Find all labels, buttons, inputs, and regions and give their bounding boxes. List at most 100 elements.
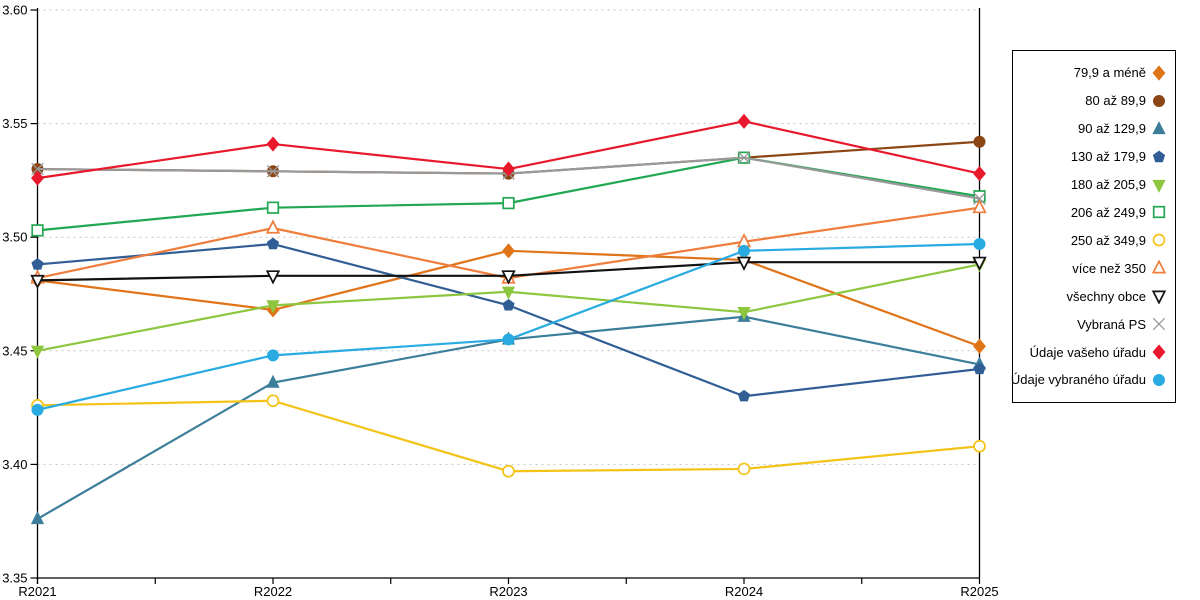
data-point-marker: [1153, 94, 1165, 107]
legend-item: 90 až 129,9: [1021, 120, 1167, 137]
data-point-marker: [31, 258, 44, 270]
legend-item: 79,9 a méně: [1021, 65, 1167, 81]
data-point-marker: [1152, 344, 1166, 360]
data-point-marker: [266, 300, 280, 314]
legend-marker-square-icon: [1152, 206, 1166, 219]
legend-marker-pentagon-icon: [1152, 150, 1166, 162]
data-point-marker: [737, 389, 751, 402]
legend-marker-circle-icon: [1153, 373, 1165, 386]
legend-marker-triangle-down-icon: [1152, 179, 1166, 193]
legend-item-label: Údaje vašeho úřadu: [1029, 344, 1146, 360]
data-point-marker: [737, 307, 751, 321]
x-tick-label: R2021: [18, 584, 56, 599]
x-tick-label: R2025: [960, 584, 998, 599]
legend-item-label: více než 350: [1072, 260, 1146, 276]
data-point-marker: [502, 196, 515, 210]
x-tick-label: R2024: [725, 584, 763, 599]
data-point-marker: [737, 151, 751, 164]
y-tick-label: 3.45: [2, 343, 27, 358]
legend-marker-diamond-icon: [1152, 344, 1166, 360]
legend-item: 250 až 349,9: [1021, 232, 1167, 248]
data-point-marker: [1152, 150, 1166, 162]
data-point-marker: [737, 462, 751, 476]
data-point-marker: [31, 170, 44, 186]
data-point-marker: [30, 274, 45, 290]
data-point-marker: [266, 201, 280, 214]
data-point-marker: [1153, 373, 1165, 386]
legend-item: Vybraná PS: [1021, 316, 1167, 332]
chart-legend: 79,9 a méně 80 až 89,9 90 až 129,9 130 až 1…: [1011, 50, 1176, 403]
legend-item: 206 až 249,9: [1021, 204, 1167, 220]
legend-marker-triangle-up-icon: [1151, 260, 1167, 274]
legend-item: 130 až 179,9: [1021, 149, 1167, 165]
data-point-marker: [265, 270, 281, 285]
data-point-marker: [266, 374, 280, 388]
data-point-marker: [736, 256, 752, 271]
data-point-marker: [30, 345, 45, 359]
legend-item-label: 79,9 a méně: [1073, 65, 1146, 81]
legend-item-label: 206 až 249,9: [1070, 204, 1146, 220]
legend-marker-circle-icon: [1152, 234, 1166, 247]
y-tick-label: 3.60: [2, 3, 27, 18]
legend-marker-circle-icon: [1153, 94, 1165, 107]
legend-item-label: Vybraná PS: [1077, 316, 1146, 332]
data-point-marker: [1152, 234, 1166, 247]
legend-item-label: 80 až 89,9: [1085, 93, 1146, 109]
x-tick-label: R2022: [254, 584, 292, 599]
data-point-marker: [502, 161, 515, 177]
data-point-marker: [266, 165, 280, 178]
y-tick-label: 3.50: [2, 230, 27, 245]
legend-item: všechny obce: [1021, 288, 1167, 305]
y-tick-label: 3.55: [2, 116, 27, 131]
data-point-marker: [1152, 179, 1166, 193]
legend-item: Údaje vašeho úřadu: [1021, 344, 1167, 360]
legend-item-label: všechny obce: [1066, 288, 1147, 304]
data-point-marker: [502, 243, 515, 259]
legend-marker-diamond-icon: [1152, 65, 1166, 81]
data-point-marker: [267, 349, 279, 362]
legend-item-label: 90 až 129,9: [1078, 121, 1146, 137]
series-line: [36, 242, 981, 398]
data-point-marker: [1152, 65, 1166, 81]
data-point-marker: [1152, 120, 1166, 134]
data-point-marker: [30, 511, 45, 525]
data-point-marker: [502, 298, 515, 311]
data-point-marker: [973, 192, 986, 205]
data-point-marker: [972, 256, 987, 271]
legend-marker-triangle-up-icon: [1152, 120, 1166, 134]
data-point-marker: [31, 403, 44, 416]
data-point-marker: [265, 219, 281, 234]
legend-item: Údaje vybraného úřadu: [1011, 372, 1167, 388]
data-point-marker: [31, 224, 44, 237]
data-point-marker: [1151, 260, 1167, 274]
y-tick-label: 3.40: [2, 457, 27, 472]
data-point-marker: [1152, 317, 1166, 331]
data-point-marker: [1152, 206, 1166, 219]
legend-item-label: 130 až 179,9: [1070, 149, 1146, 165]
data-point-marker: [1151, 290, 1167, 305]
data-point-marker: [266, 136, 280, 152]
data-point-marker: [973, 362, 986, 375]
legend-marker-triangle-down-icon: [1151, 290, 1167, 305]
data-point-marker: [973, 166, 986, 182]
data-point-marker: [973, 238, 986, 251]
data-point-marker: [266, 394, 280, 408]
data-point-marker: [501, 286, 516, 300]
legend-item: 180 až 205,9: [1021, 177, 1167, 193]
data-point-marker: [738, 244, 750, 257]
data-point-marker: [972, 198, 987, 214]
data-point-marker: [502, 333, 515, 346]
series-line: [36, 206, 981, 280]
y-tick-label: 3.35: [2, 571, 27, 586]
legend-item-label: 250 až 349,9: [1070, 232, 1146, 248]
data-point-marker: [266, 237, 280, 250]
data-point-marker: [973, 338, 986, 354]
legend-marker-x-icon: [1152, 317, 1166, 331]
x-tick-label: R2023: [489, 584, 527, 599]
data-point-marker: [31, 162, 44, 176]
legend-item: více než 350: [1021, 260, 1167, 276]
data-point-marker: [973, 135, 986, 148]
series-line: [36, 315, 981, 521]
